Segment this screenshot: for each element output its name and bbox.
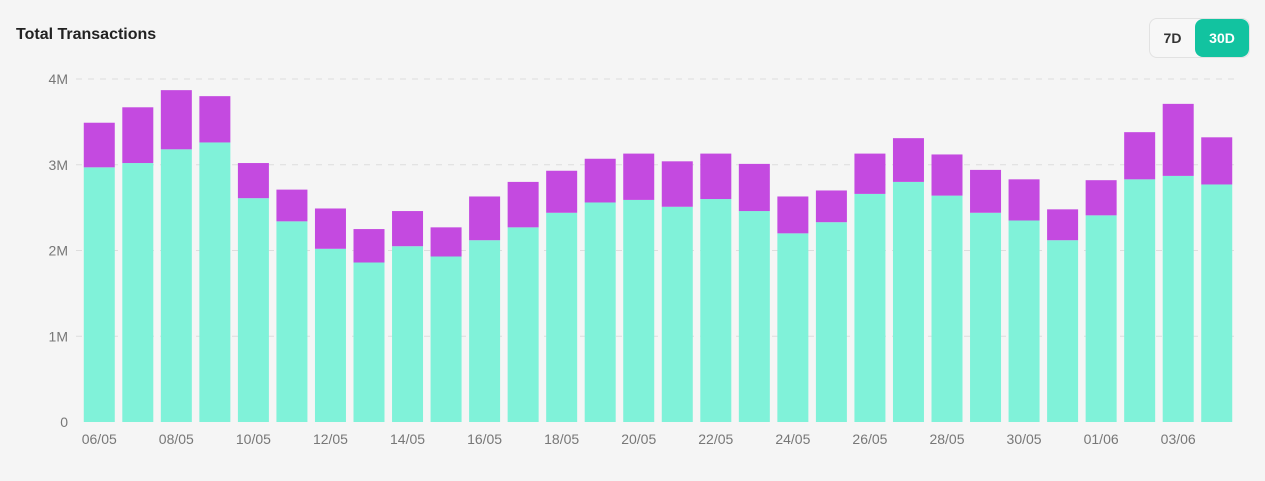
bar-segment-top (546, 170, 578, 213)
bar-segment-top (1085, 180, 1117, 216)
bar-segment-base (970, 212, 1002, 422)
range-7d-button[interactable]: 7D (1163, 30, 1182, 46)
bar-segment-top (83, 122, 115, 168)
y-tick-label: 1M (49, 328, 68, 344)
x-tick-label: 14/05 (390, 431, 425, 447)
bar-segment-top (892, 138, 924, 182)
bar-segment-top (1201, 137, 1233, 185)
bar-segment-base (584, 202, 616, 422)
bar-segment-top (199, 96, 231, 143)
time-range-toggle: 7D 30D (1149, 18, 1250, 58)
range-30d-button[interactable]: 30D (1195, 19, 1249, 57)
bar-segment-top (507, 181, 539, 228)
bar-segment-top (469, 196, 501, 241)
bar-segment-base (738, 211, 770, 422)
bar-segment-top (700, 153, 732, 200)
bar-segment-base (777, 233, 809, 422)
bar-segment-base (199, 142, 231, 422)
bar-segment-top (661, 161, 693, 207)
bar-segment-base (353, 262, 385, 422)
x-tick-label: 24/05 (775, 431, 810, 447)
bar-segment-top (276, 189, 308, 222)
bar-segment-base (276, 221, 308, 422)
bar-segment-top (430, 227, 462, 257)
bar-segment-top (738, 163, 770, 212)
x-tick-label: 03/06 (1161, 431, 1196, 447)
bar-segment-base (1124, 179, 1156, 422)
bar-segment-base (430, 256, 462, 422)
bar-segment-base (1008, 220, 1040, 422)
x-tick-label: 26/05 (852, 431, 887, 447)
bar-segment-top (931, 154, 963, 196)
bar-segment-base (892, 181, 924, 422)
x-tick-label: 06/05 (82, 431, 117, 447)
bar-segment-base (854, 193, 886, 422)
x-tick-label: 20/05 (621, 431, 656, 447)
bar-segment-base (122, 163, 154, 422)
bar-segment-base (160, 149, 192, 422)
bar-segment-top (122, 107, 154, 164)
bar-segment-base (546, 212, 578, 422)
y-tick-label: 4M (49, 71, 68, 87)
bar-segment-top (160, 90, 192, 150)
bar-segment-base (623, 199, 655, 422)
chart-title: Total Transactions (16, 26, 157, 43)
x-tick-label: 30/05 (1007, 431, 1042, 447)
bar-segment-base (815, 222, 847, 422)
bar-segment-top (815, 190, 847, 223)
y-tick-label: 0 (60, 414, 68, 430)
x-tick-label: 22/05 (698, 431, 733, 447)
y-tick-label: 2M (49, 243, 68, 259)
bar-segment-top (777, 196, 809, 234)
bar-segment-base (661, 206, 693, 422)
x-tick-label: 08/05 (159, 431, 194, 447)
bar-segment-top (970, 169, 1002, 213)
x-tick-label: 28/05 (929, 431, 964, 447)
bar-segment-base (392, 246, 424, 422)
x-tick-label: 18/05 (544, 431, 579, 447)
bar-segment-base (1162, 175, 1194, 422)
bar-segment-top (1162, 103, 1194, 176)
bar-segment-top (1008, 179, 1040, 221)
bar-segment-top (854, 153, 886, 194)
bar-segment-base (314, 248, 346, 422)
x-tick-label: 12/05 (313, 431, 348, 447)
bar-segment-top (237, 163, 269, 199)
bar-segment-base (507, 227, 539, 422)
bar-segment-base (469, 240, 501, 422)
bar-segment-top (1047, 209, 1079, 241)
bar-segment-base (83, 167, 115, 422)
bar-segment-base (700, 199, 732, 422)
bar-segment-top (1124, 132, 1156, 180)
bar-segment-top (353, 229, 385, 263)
bar-segment-base (931, 195, 963, 422)
bar-segment-base (237, 198, 269, 422)
y-tick-label: 3M (49, 157, 68, 173)
bar-segment-base (1085, 215, 1117, 422)
x-tick-label: 16/05 (467, 431, 502, 447)
x-tick-label: 01/06 (1084, 431, 1119, 447)
x-tick-label: 10/05 (236, 431, 271, 447)
bar-segment-base (1047, 240, 1079, 422)
bar-segment-base (1201, 184, 1233, 422)
bar-segment-top (623, 153, 655, 200)
bar-segment-top (314, 208, 346, 249)
bar-segment-top (584, 158, 616, 203)
bar-segment-top (392, 211, 424, 247)
